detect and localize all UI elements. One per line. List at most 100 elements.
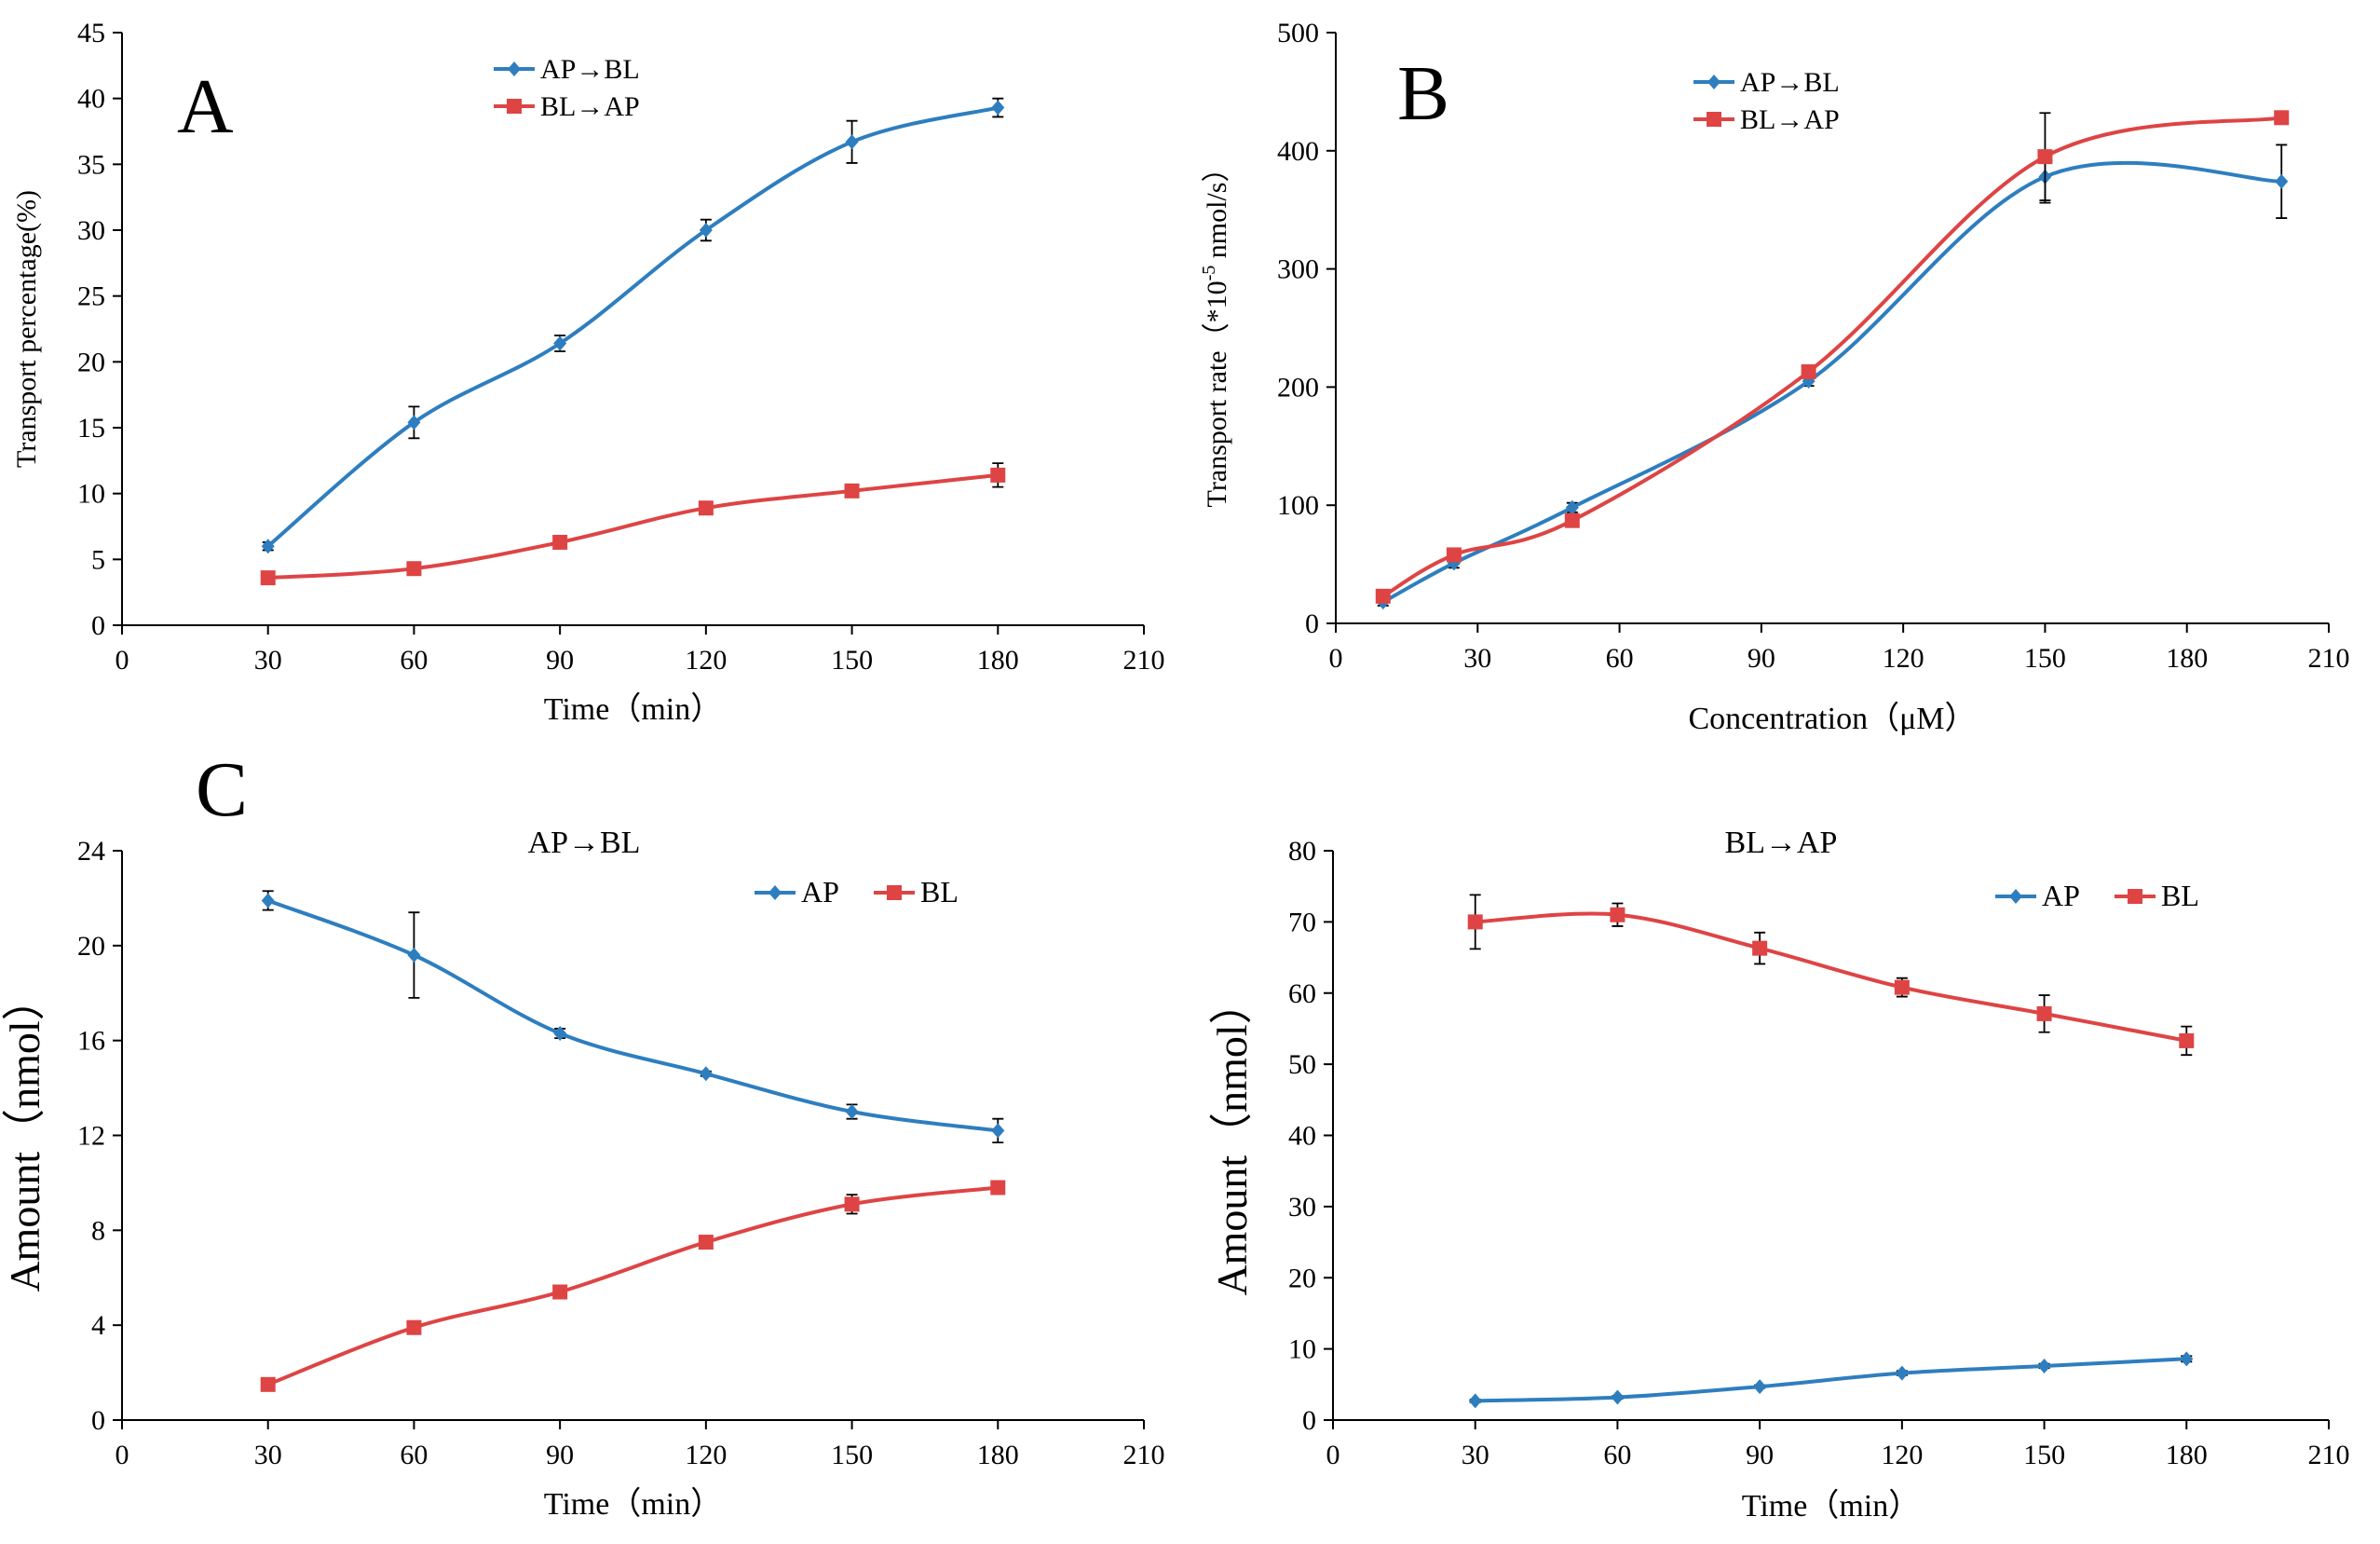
data-point [553, 335, 567, 351]
data-point [1467, 914, 1483, 930]
legend-entry: AP→BL [1693, 67, 1840, 98]
data-point [699, 1066, 713, 1082]
x-tick-label: 30 [254, 1440, 282, 1470]
x-tick-label: 180 [2166, 1440, 2208, 1470]
series-line [266, 1185, 999, 1387]
x-tick-label: 150 [831, 1440, 873, 1470]
data-point [2274, 110, 2290, 126]
x-tick-label: 180 [2166, 643, 2208, 674]
y-tick-label: 80 [1288, 836, 1316, 867]
data-point [991, 100, 1005, 116]
data-point [1894, 979, 1910, 995]
data-point [844, 483, 860, 499]
y-tick-label: 400 [1277, 136, 1319, 167]
x-tick-label: 90 [546, 645, 574, 676]
y-tick-label: 16 [77, 1026, 105, 1057]
legend-marker [508, 61, 521, 76]
legend-marker [1707, 75, 1720, 89]
x-tick-label: 120 [685, 1440, 727, 1470]
panel-label: C [196, 746, 248, 833]
y-axis-label: Transport rate（*10-5 nmol/s） [1199, 155, 1232, 508]
data-point [1611, 1389, 1625, 1405]
data-point [845, 1104, 859, 1120]
y-tick-label: 5 [91, 544, 105, 575]
data-point [698, 500, 714, 516]
chart-panel-c1: 0 4 8 12 16 20 24 0 30 60 90 120 150 180 210 Time（min） A… [1, 746, 1165, 1522]
series-bl [260, 1180, 1006, 1392]
data-point [1375, 588, 1391, 604]
y-tick-label: 20 [77, 347, 105, 377]
x-tick-label: 30 [1462, 1440, 1489, 1470]
series-ap [261, 890, 1005, 1144]
y-tick-label: 30 [77, 215, 105, 246]
x-tick-label: 90 [546, 1440, 574, 1470]
data-point [2180, 1351, 2194, 1367]
series-line [267, 898, 999, 1133]
x-tick-label: 180 [977, 645, 1019, 676]
series-bl [1467, 894, 2195, 1057]
data-point [553, 1026, 567, 1042]
y-tick-label: 40 [77, 84, 105, 115]
y-tick-label: 25 [77, 281, 105, 312]
legend-label: BL [920, 875, 959, 909]
data-point [407, 415, 421, 430]
data-point [261, 539, 275, 554]
data-point [2179, 1032, 2195, 1048]
x-axis-label: Time（min） [544, 691, 722, 727]
y-tick-label: 40 [1288, 1121, 1316, 1152]
y-tick-label: 60 [1288, 978, 1316, 1009]
chart-panel-c2: 0 10 20 30 40 50 60 70 80 0 30 60 90 120 150 180 210 Time… [1208, 826, 2350, 1524]
x-tick-label: 0 [1329, 643, 1343, 674]
data-point [2037, 149, 2053, 165]
chart-title: AP→BL [528, 826, 641, 860]
data-point [1446, 547, 1462, 563]
data-point [1610, 907, 1625, 922]
y-tick-label: 35 [77, 149, 105, 180]
legend-marker [2009, 889, 2022, 904]
legend-label: BL [2161, 879, 2199, 912]
y-tick-label: 300 [1277, 254, 1319, 285]
x-axis-label: Time（min） [1742, 1488, 1920, 1524]
x-tick-label: 120 [685, 645, 727, 676]
data-point [2036, 1005, 2052, 1021]
data-point [990, 1180, 1006, 1196]
data-point [552, 1284, 568, 1300]
y-tick-label: 10 [1288, 1334, 1316, 1365]
data-point [1468, 1393, 1482, 1409]
x-tick-label: 120 [1883, 643, 1924, 674]
data-point [1801, 363, 1816, 379]
legend-entry: BL [2115, 879, 2199, 912]
data-point [260, 570, 276, 586]
legend-entry: AP→BL [494, 54, 640, 85]
series-line [1381, 116, 2282, 598]
y-tick-label: 12 [77, 1121, 105, 1152]
y-tick-label: 4 [91, 1310, 105, 1341]
legend-entry: BL→AP [494, 91, 640, 122]
x-tick-label: 210 [2308, 1440, 2350, 1470]
y-tick-label: 0 [91, 1405, 105, 1436]
y-axis-label: Amount（nmol） [1208, 981, 1256, 1295]
x-tick-label: 0 [1326, 1440, 1340, 1470]
y-tick-label: 500 [1277, 18, 1319, 48]
data-point [406, 561, 422, 577]
y-axis-label: Amount（nmol） [1, 977, 48, 1291]
series-blap [260, 462, 1006, 586]
series-line [266, 105, 999, 548]
legend-label: BL→AP [540, 91, 640, 122]
x-tick-label: 0 [116, 1440, 129, 1470]
data-point [990, 467, 1006, 483]
legend-marker [1707, 112, 1721, 127]
x-tick-label: 60 [1606, 643, 1634, 674]
y-tick-label: 0 [91, 610, 105, 641]
y-tick-label: 20 [1288, 1263, 1316, 1293]
y-tick-label: 8 [91, 1215, 105, 1246]
x-tick-label: 30 [1463, 643, 1491, 674]
x-tick-label: 210 [1123, 645, 1165, 676]
data-point [1752, 940, 1768, 956]
chart-title: BL→AP [1725, 826, 1838, 860]
x-tick-label: 150 [2024, 643, 2066, 674]
x-tick-label: 60 [400, 645, 428, 676]
data-point [2037, 1358, 2051, 1373]
x-tick-label: 210 [1123, 1440, 1165, 1470]
